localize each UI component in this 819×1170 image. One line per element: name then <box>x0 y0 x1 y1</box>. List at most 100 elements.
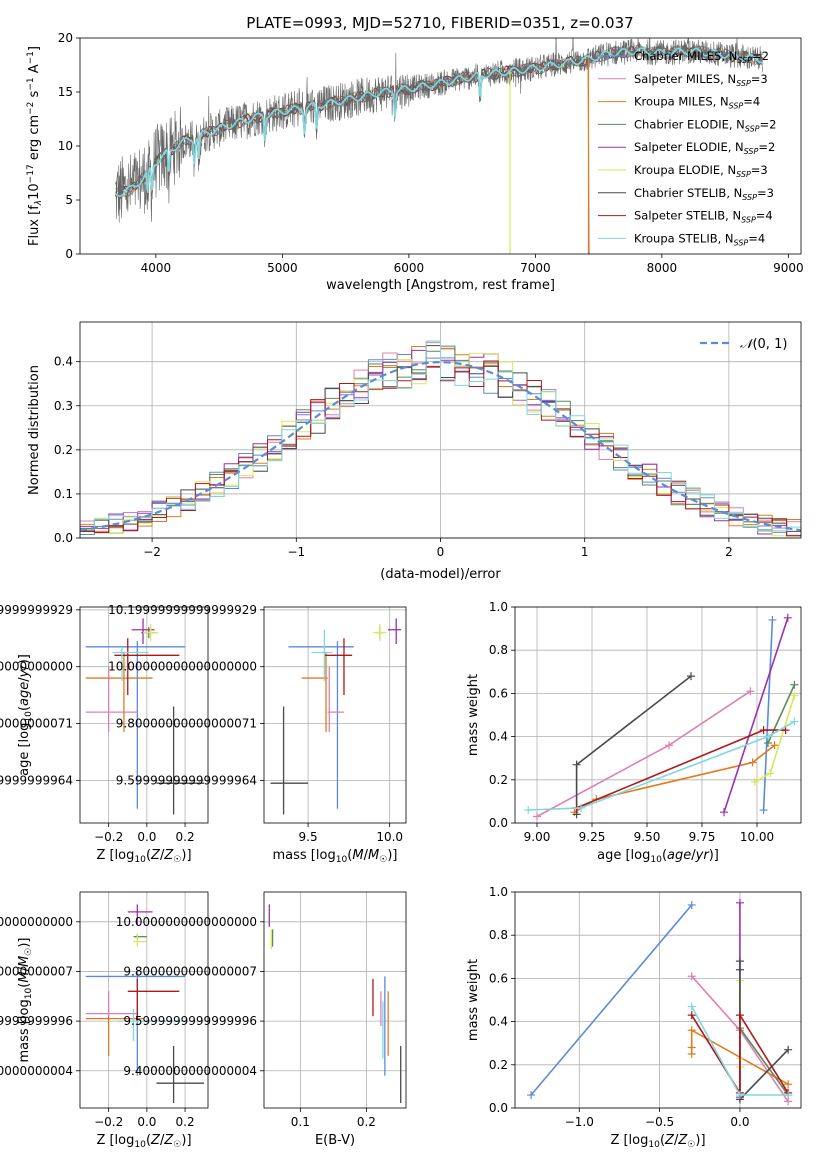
label-part: mass [log <box>273 848 336 863</box>
legend-sub: SSP <box>745 124 760 133</box>
label-part: Z <box>150 1133 161 1148</box>
x-axis-label: mass [log10(M/M☉)] <box>273 848 398 865</box>
weight-marker-kroupa-stelib <box>687 1002 696 1011</box>
legend-value: =3 <box>751 72 768 86</box>
weight-marker-kroupa-stelib <box>577 803 585 812</box>
legend-name: Kroupa ELODIE, N <box>634 163 736 177</box>
label-part: Z <box>150 848 161 863</box>
y-tick-label: 0.0 <box>489 816 508 830</box>
label-part: 10 <box>24 988 34 1000</box>
x-axis-label: (data-model)/error <box>380 567 501 582</box>
legend-label-chabrier-elodie: Chabrier ELODIE, NSSP=2 <box>634 117 776 133</box>
axes-frame <box>79 891 209 1109</box>
weight-marker-salpeter-miles <box>687 972 696 981</box>
label-part: ☉ <box>24 948 34 956</box>
label-part: 10 <box>134 855 146 865</box>
y-tick-label: 10.00000000000000000 <box>0 660 73 674</box>
y-tick-label: 0.6 <box>489 686 508 700</box>
label-part: ☉ <box>687 1140 695 1150</box>
label-part: −1 <box>26 51 36 64</box>
x-tick-label: 6000 <box>394 261 425 275</box>
x-axis-label: Z [log10(Z/Z☉)] <box>96 1133 191 1150</box>
label-part: 10 <box>24 711 34 723</box>
x-tick-label: −2 <box>143 545 161 559</box>
weight-line-chabrier-miles <box>762 619 774 811</box>
label-part: / <box>17 966 32 971</box>
label-part: mass [log <box>17 999 32 1062</box>
x-tick-label: 0.1 <box>291 1115 310 1129</box>
label-part: 10 <box>336 855 348 865</box>
x-tick-label: 0.2 <box>176 1115 195 1129</box>
histogram-kroupa-stelib <box>80 340 801 537</box>
y-tick-label: 9.80000000000000071 <box>0 717 73 731</box>
label-part: )] <box>17 654 32 664</box>
panel-age-vs-mass: 9.5 10.0 9.59999999999999964 9.800000000000… <box>108 603 407 865</box>
x-tick-label: 0.0 <box>137 830 156 844</box>
weight-marker-kroupa-miles <box>770 741 779 750</box>
label-part: / <box>364 848 369 863</box>
legend-label-chabrier-stelib: Chabrier STELIB, NSSP=3 <box>634 186 774 202</box>
legend-label-salpeter-miles: Salpeter MILES, NSSP=3 <box>634 72 768 88</box>
legend-text: (0, 1) <box>752 337 787 352</box>
panel-spectrum: 4000 5000 6000 7000 8000 9000 0 5 10 15 20 waveleng… <box>26 31 804 293</box>
x-tick-label: 9000 <box>773 261 804 275</box>
y-axis-label: Flux [fλ10−17 erg cm−2 s−1 A−1] <box>26 46 44 246</box>
weight-marker-salpeter-miles <box>533 812 541 821</box>
weight-marker-kroupa-miles <box>687 1043 696 1052</box>
legend-label-salpeter-elodie: Salpeter ELODIE, NSSP=2 <box>634 140 775 156</box>
y-tick-label: 20 <box>58 31 73 45</box>
axes-frame <box>263 606 407 824</box>
label-part: ( <box>146 848 151 863</box>
label-part: )] <box>17 938 32 948</box>
weight-marker-salpeter-elodie <box>720 808 728 817</box>
label-part: 10 <box>27 183 42 200</box>
x-tick-label: −0.2 <box>94 830 123 844</box>
legend-sub: SSP <box>744 147 759 156</box>
label-part: ( <box>347 848 352 863</box>
y-tick-label: 1.0 <box>489 885 508 899</box>
weight-line-chabrier-stelib <box>739 961 789 1102</box>
legend-sub: SSP <box>729 102 744 111</box>
label-part: ( <box>660 1133 665 1148</box>
weight-marker-kroupa-stelib <box>735 1091 744 1100</box>
x-tick-label: 0.0 <box>730 1115 749 1129</box>
y-tick-label: 0.0 <box>489 1101 508 1115</box>
weight-marker-salpeter-elodie <box>783 613 792 622</box>
label-part: / <box>160 848 165 863</box>
x-tick-label: 9.25 <box>579 830 606 844</box>
label-part: ☉ <box>173 1140 181 1150</box>
x-tick-label: 2 <box>725 545 733 559</box>
x-tick-label: 0.2 <box>176 830 195 844</box>
y-tick-label: 9.5999999999999996 <box>123 1014 257 1028</box>
y-tick-label: 9.80000000000000071 <box>116 717 257 731</box>
label-part: ( <box>17 983 32 988</box>
label-part: 10 <box>648 1140 660 1150</box>
x-axis-label: Z [log10(Z/Z☉)] <box>96 848 191 865</box>
weight-marker-kroupa-elodie <box>766 769 775 778</box>
label-part: ] <box>27 46 42 51</box>
y-tick-label: 0.0 <box>54 531 73 545</box>
y-tick-label: 10 <box>58 139 73 153</box>
y-tick-label: 9.4000000000000004 <box>0 1064 73 1078</box>
weight-marker-chabrier-stelib <box>687 672 695 681</box>
y-tick-label: 9.8000000000000007 <box>0 964 73 978</box>
bestfit-spectrum <box>114 47 764 197</box>
y-axis-label: Normed distribution <box>27 365 42 495</box>
label-part: age <box>667 848 691 863</box>
legend-name: Chabrier STELIB, N <box>634 186 742 200</box>
weight-marker-salpeter-stelib <box>735 1011 744 1020</box>
y-axis-label: mass weight <box>466 674 481 756</box>
label-part: )] <box>181 1133 191 1148</box>
x-axis-label: E(B-V) <box>315 1133 355 1148</box>
weight-line-salpeter-stelib <box>691 1012 789 1096</box>
legend-value: =3 <box>757 186 774 200</box>
label-part: ( <box>146 1133 151 1148</box>
y-tick-label: 0.2 <box>489 773 508 787</box>
label-part: Z [log <box>96 1133 134 1148</box>
label-part: Z [log <box>610 1133 648 1148</box>
panel-mass-vs-extinction: 0.1 0.2 9.4000000000000004 9.59999999999999… <box>116 891 407 1148</box>
axes-frame <box>79 321 802 539</box>
legend-value: =2 <box>752 49 769 63</box>
weight-marker-salpeter-stelib <box>687 1011 696 1020</box>
